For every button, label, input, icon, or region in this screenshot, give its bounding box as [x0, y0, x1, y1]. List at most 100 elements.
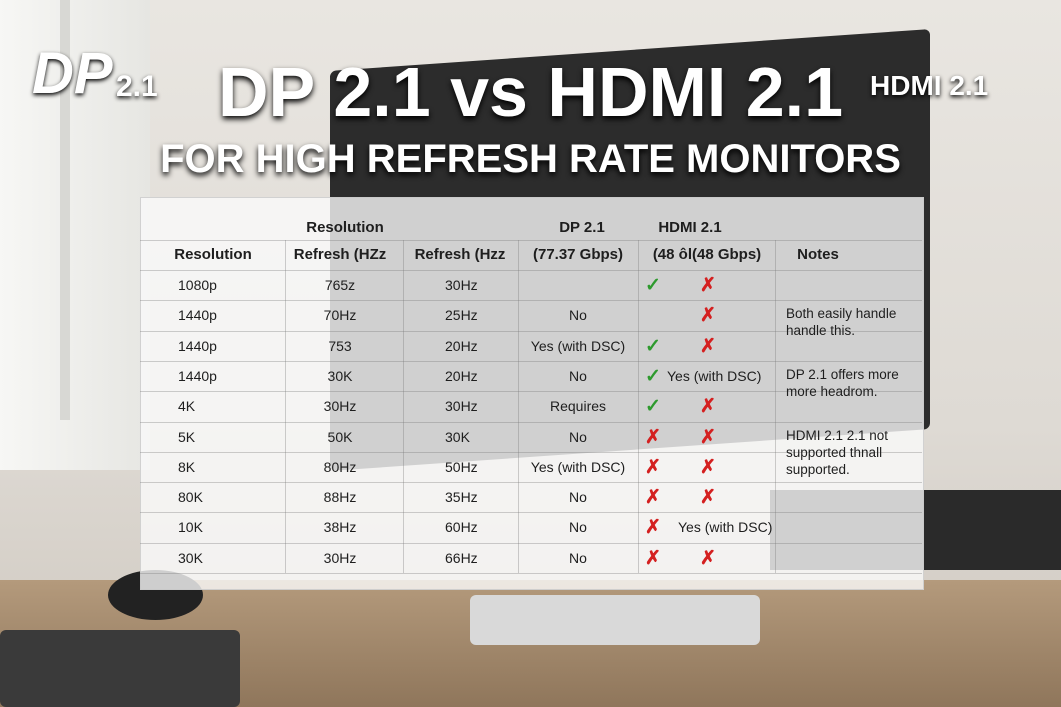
- monitor-stand: [470, 595, 760, 645]
- table-panel: [140, 197, 924, 590]
- status-icon: ✗: [700, 456, 716, 478]
- note: Both easily handle: [786, 306, 897, 322]
- cell: Yes (with DSC): [667, 367, 762, 384]
- status-icon: ✓: [645, 396, 661, 418]
- column-header: Refresh (Hzz: [414, 246, 506, 263]
- cell: Requires: [549, 398, 607, 415]
- note: HDMI 2.1 2.1 not: [786, 427, 889, 443]
- cell: 38Hz: [323, 519, 357, 536]
- cell: No: [569, 307, 587, 324]
- row-line: [140, 451, 922, 453]
- note: handle this.: [786, 323, 856, 339]
- column-header: (77.37 Gbps): [532, 246, 624, 263]
- col-line: [403, 240, 404, 573]
- status-icon: ✓: [645, 365, 661, 387]
- row-line: [140, 240, 922, 241]
- cell: 5K: [178, 428, 196, 445]
- cell: 30Hz: [323, 549, 357, 566]
- cell: 20Hz: [445, 367, 478, 384]
- row-line: [140, 542, 922, 544]
- cell: 8K: [178, 458, 196, 475]
- status-icon: ✗: [645, 456, 661, 478]
- cell: 35Hz: [445, 489, 478, 506]
- cell: 4K: [178, 398, 196, 415]
- cell: 765z: [324, 277, 356, 293]
- group-header: Resolution: [306, 219, 384, 236]
- col-line: [518, 240, 519, 573]
- cell: No: [569, 519, 587, 536]
- row-line: [140, 512, 922, 514]
- row-line: [140, 300, 922, 302]
- cell: Yes (with DSC): [678, 519, 773, 536]
- status-icon: ✗: [700, 275, 716, 296]
- status-icon: ✗: [700, 547, 716, 569]
- cell: 30K: [178, 549, 203, 566]
- row-line: [140, 421, 922, 423]
- cell: 30Hz: [323, 398, 357, 415]
- status-icon: ✗: [700, 305, 716, 327]
- row-line: [140, 270, 922, 271]
- laptop: [0, 630, 240, 707]
- dp-logo: DP: [32, 41, 113, 106]
- cell: 60Hz: [445, 519, 478, 536]
- window: [0, 0, 150, 470]
- status-icon: ✓: [645, 335, 661, 357]
- subtitle: FOR HIGH REFRESH RATE MONITORS: [160, 137, 901, 181]
- cell: 88Hz: [323, 489, 357, 506]
- cell: 30K: [327, 367, 353, 384]
- col-line: [775, 240, 776, 573]
- group-header: HDMI 2.1: [658, 219, 722, 236]
- cell: 753: [328, 337, 352, 354]
- hdmi-logo: HDMI 2.1: [870, 70, 989, 101]
- column-header: Refresh (HZz: [293, 246, 387, 263]
- row-line: [140, 391, 922, 393]
- status-icon: ✓: [645, 275, 661, 296]
- group-header: DP 2.1: [559, 219, 605, 236]
- col-line: [285, 240, 286, 573]
- cell: No: [569, 367, 587, 384]
- note: more headrom.: [786, 383, 878, 399]
- status-icon: ✗: [645, 517, 661, 539]
- cell: No: [569, 489, 587, 506]
- note: DP 2.1 offers more: [786, 366, 899, 382]
- status-icon: ✗: [645, 487, 661, 509]
- cell: 66Hz: [445, 549, 478, 566]
- column-header: Resolution: [174, 246, 252, 263]
- status-icon: ✗: [700, 335, 716, 357]
- dp-logo-version: 2.1: [116, 70, 158, 103]
- column-header: (48 ôl(48 Gbps): [652, 246, 762, 263]
- cell: 1440p: [178, 307, 217, 324]
- cell: Yes (with DSC): [530, 337, 626, 354]
- cell: 10K: [178, 519, 203, 536]
- row-line: [140, 573, 922, 574]
- cell: 30Hz: [445, 398, 478, 415]
- status-icon: ✗: [645, 426, 661, 448]
- status-icon: ✗: [700, 426, 716, 448]
- title: DP 2.1 vs HDMI 2.1: [217, 53, 844, 131]
- cell: 30K: [445, 428, 470, 445]
- window-frame: [60, 0, 70, 420]
- cell: 50K: [327, 428, 353, 445]
- cell: 1080p: [178, 277, 217, 293]
- row-line: [140, 360, 922, 362]
- cell: 1440p: [178, 337, 217, 354]
- cell: Yes (with DSC): [530, 458, 626, 475]
- cell: 50Hz: [445, 458, 478, 475]
- note: supported.: [786, 461, 850, 477]
- column-header: Notes: [797, 246, 839, 263]
- cell: 70Hz: [323, 307, 357, 324]
- cell: No: [569, 428, 587, 445]
- col-line: [638, 240, 639, 573]
- cell: 1440p: [178, 367, 217, 384]
- row-line: [140, 330, 922, 332]
- status-icon: ✗: [700, 396, 716, 418]
- status-icon: ✗: [645, 547, 661, 569]
- cell: 30Hz: [445, 277, 478, 293]
- cell: No: [569, 549, 587, 566]
- cell: 25Hz: [445, 307, 478, 324]
- cell: 20Hz: [445, 337, 478, 354]
- cell: 80Hz: [323, 458, 357, 475]
- cell: 80K: [178, 489, 203, 506]
- status-icon: ✗: [700, 487, 716, 509]
